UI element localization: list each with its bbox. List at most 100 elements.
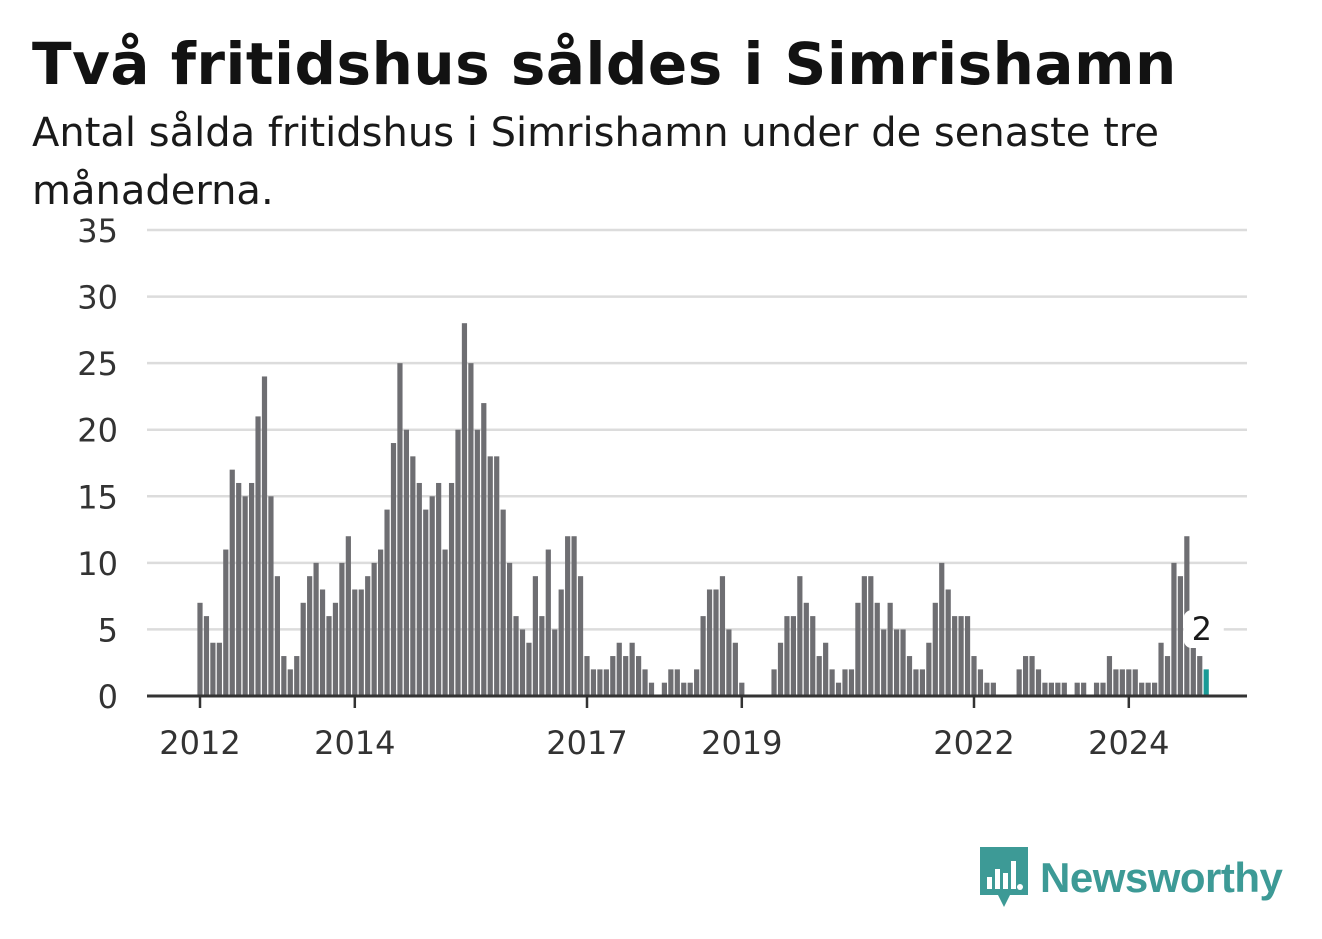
bar: [1190, 642, 1196, 696]
bar: [797, 576, 803, 696]
bar: [790, 616, 796, 696]
bar: [945, 589, 951, 696]
y-tick-label: 15: [77, 478, 118, 516]
bar: [552, 629, 558, 696]
y-tick-label: 10: [77, 545, 118, 583]
bar: [442, 549, 448, 696]
bar: [274, 576, 280, 696]
brand-name: Newsworthy: [1040, 854, 1283, 901]
bar: [416, 482, 422, 696]
bar: [1119, 669, 1125, 696]
bar: [952, 616, 958, 696]
bar: [906, 656, 913, 696]
bar: [410, 456, 416, 696]
bar: [203, 616, 210, 696]
bar: [887, 602, 893, 696]
bar: [648, 682, 655, 696]
bar: [958, 616, 964, 696]
bar: [1106, 656, 1113, 696]
bar: [494, 456, 500, 696]
bar: [345, 536, 351, 696]
brand-logo: Newsworthy: [980, 846, 1283, 910]
x-tick-label: 2019: [701, 724, 782, 762]
bar: [1093, 682, 1100, 696]
bar: [436, 482, 442, 696]
bar: [661, 682, 667, 696]
bar: [294, 656, 300, 696]
bar: [668, 669, 674, 696]
bar: [603, 669, 609, 696]
bar: [390, 443, 397, 696]
bar: [1113, 669, 1119, 696]
bar: [881, 629, 887, 696]
bar: [674, 669, 680, 696]
bar: [726, 629, 732, 696]
y-tick-label: 20: [77, 412, 118, 450]
bar: [932, 602, 938, 696]
bar: [281, 656, 287, 696]
bar: [1016, 669, 1022, 696]
bar: [1171, 562, 1177, 696]
bar: [984, 682, 990, 696]
chart-subtitle: Antal sålda fritidshus i Simrishamn unde…: [32, 110, 1159, 214]
x-tick-label: 2014: [314, 724, 395, 762]
bar: [229, 469, 235, 696]
bar: [261, 376, 268, 696]
bar: [507, 562, 513, 696]
y-tick-label: 30: [77, 279, 118, 317]
bar: [255, 416, 261, 696]
bar: [1203, 669, 1209, 696]
bar: [1081, 682, 1087, 696]
bar: [210, 642, 216, 696]
bar: [1132, 669, 1138, 696]
bar: [1158, 642, 1164, 696]
bar: [861, 576, 867, 696]
bar: [835, 682, 842, 696]
bar: [939, 562, 945, 696]
bar: [287, 669, 293, 696]
bar: [739, 682, 745, 696]
bar: [216, 642, 222, 696]
bar: [913, 669, 919, 696]
bar: [584, 656, 590, 696]
bar: [500, 509, 506, 696]
bar: [1035, 669, 1042, 696]
bar: [700, 616, 706, 696]
bar: [590, 669, 597, 696]
bar: [332, 602, 339, 696]
newsworthy-logo-icon: [980, 847, 1028, 907]
bar: [565, 536, 571, 696]
bar: [1152, 682, 1158, 696]
bar: [777, 642, 784, 696]
bar: [1139, 682, 1145, 696]
bar: [558, 589, 564, 696]
bar: [894, 629, 900, 696]
bar: [842, 669, 848, 696]
bar: [468, 363, 474, 696]
bar: [513, 616, 519, 696]
y-tick-label: 25: [77, 345, 118, 383]
bar: [642, 669, 648, 696]
bar: [610, 656, 616, 696]
bar: [687, 682, 693, 696]
y-tick-label: 0: [98, 678, 118, 716]
bar: [964, 616, 971, 696]
bar: [429, 496, 435, 696]
bar: [1177, 576, 1183, 696]
bar: [1100, 682, 1106, 696]
bar: [474, 429, 480, 696]
bar: [403, 429, 409, 696]
bar: [378, 549, 384, 696]
bar: [713, 589, 719, 696]
bar: [455, 429, 461, 696]
x-tick-label: 2017: [546, 724, 627, 762]
bar: [397, 363, 403, 696]
bar: [926, 642, 932, 696]
bar: [519, 629, 526, 696]
bar: [732, 642, 738, 696]
bar: [803, 602, 809, 696]
bar: [339, 562, 345, 696]
x-tick-label: 2022: [933, 724, 1014, 762]
bar: [197, 602, 203, 696]
chart-title: Två fritidshus såldes i Simrishamn: [32, 30, 1177, 98]
